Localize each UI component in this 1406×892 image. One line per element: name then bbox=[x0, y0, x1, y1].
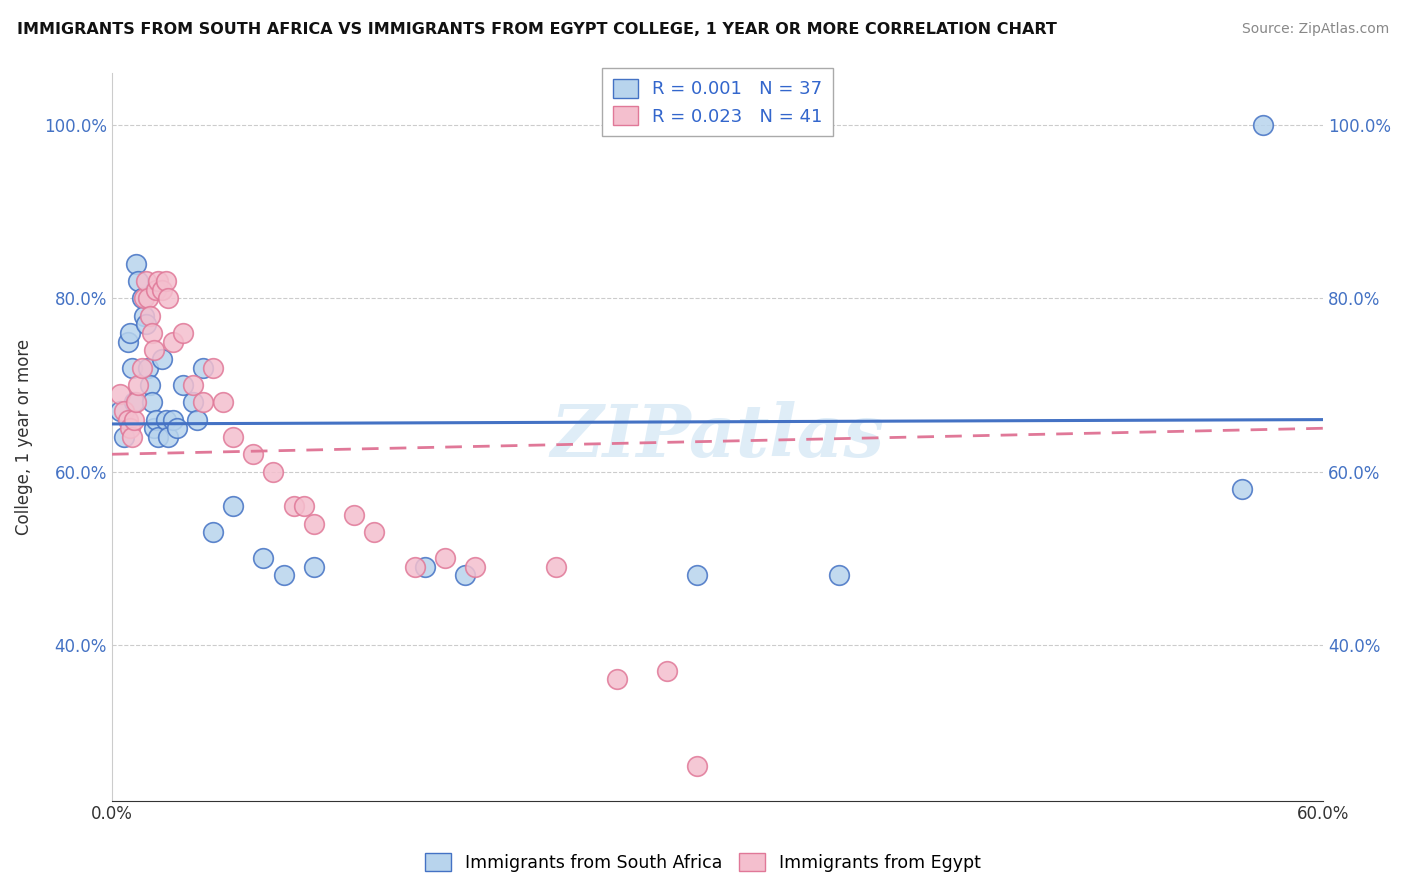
Point bbox=[302, 516, 325, 531]
Point bbox=[157, 430, 180, 444]
Point bbox=[121, 360, 143, 375]
Text: Source: ZipAtlas.com: Source: ZipAtlas.com bbox=[1241, 22, 1389, 37]
Point bbox=[827, 568, 849, 582]
Point bbox=[122, 395, 145, 409]
Point bbox=[172, 378, 194, 392]
Y-axis label: College, 1 year or more: College, 1 year or more bbox=[15, 339, 32, 535]
Point bbox=[108, 404, 131, 418]
Point bbox=[122, 412, 145, 426]
Point bbox=[343, 508, 366, 522]
Point bbox=[181, 395, 204, 409]
Point bbox=[606, 673, 628, 687]
Point bbox=[143, 421, 166, 435]
Point bbox=[108, 386, 131, 401]
Point bbox=[686, 568, 709, 582]
Text: ZIPatlas: ZIPatlas bbox=[551, 401, 884, 473]
Point bbox=[121, 430, 143, 444]
Point bbox=[222, 430, 245, 444]
Text: IMMIGRANTS FROM SOUTH AFRICA VS IMMIGRANTS FROM EGYPT COLLEGE, 1 YEAR OR MORE CO: IMMIGRANTS FROM SOUTH AFRICA VS IMMIGRAN… bbox=[17, 22, 1057, 37]
Point bbox=[143, 343, 166, 358]
Point bbox=[136, 291, 159, 305]
Point bbox=[157, 291, 180, 305]
Point bbox=[135, 318, 157, 332]
Point bbox=[162, 334, 184, 349]
Point bbox=[464, 559, 486, 574]
Point bbox=[252, 551, 274, 566]
Point bbox=[302, 559, 325, 574]
Point bbox=[155, 274, 177, 288]
Point bbox=[1251, 118, 1274, 132]
Point bbox=[404, 559, 426, 574]
Point bbox=[117, 412, 139, 426]
Point bbox=[363, 525, 385, 540]
Point bbox=[222, 499, 245, 513]
Point bbox=[148, 274, 170, 288]
Point bbox=[127, 274, 149, 288]
Point bbox=[212, 395, 235, 409]
Legend: R = 0.001   N = 37, R = 0.023   N = 41: R = 0.001 N = 37, R = 0.023 N = 41 bbox=[602, 68, 834, 136]
Point bbox=[242, 447, 264, 461]
Point bbox=[112, 404, 135, 418]
Point bbox=[131, 291, 153, 305]
Point bbox=[191, 360, 214, 375]
Point bbox=[155, 412, 177, 426]
Point bbox=[117, 334, 139, 349]
Point bbox=[136, 360, 159, 375]
Point bbox=[141, 326, 163, 340]
Point bbox=[125, 395, 148, 409]
Point bbox=[120, 326, 142, 340]
Point bbox=[201, 360, 224, 375]
Point bbox=[413, 559, 436, 574]
Point bbox=[181, 378, 204, 392]
Point bbox=[135, 274, 157, 288]
Point bbox=[145, 412, 167, 426]
Point bbox=[139, 378, 162, 392]
Point bbox=[127, 378, 149, 392]
Point bbox=[134, 309, 156, 323]
Point bbox=[166, 421, 188, 435]
Point bbox=[145, 283, 167, 297]
Point bbox=[544, 559, 567, 574]
Point bbox=[454, 568, 477, 582]
Point bbox=[191, 395, 214, 409]
Point bbox=[186, 412, 208, 426]
Point bbox=[655, 664, 678, 678]
Point bbox=[152, 351, 174, 366]
Point bbox=[148, 430, 170, 444]
Point bbox=[201, 525, 224, 540]
Point bbox=[131, 360, 153, 375]
Point bbox=[262, 465, 284, 479]
Legend: Immigrants from South Africa, Immigrants from Egypt: Immigrants from South Africa, Immigrants… bbox=[418, 847, 988, 879]
Point bbox=[152, 283, 174, 297]
Point bbox=[112, 430, 135, 444]
Point bbox=[139, 309, 162, 323]
Point bbox=[172, 326, 194, 340]
Point bbox=[434, 551, 457, 566]
Point bbox=[686, 759, 709, 773]
Point bbox=[125, 257, 148, 271]
Point bbox=[120, 421, 142, 435]
Point bbox=[1232, 482, 1254, 496]
Point bbox=[134, 291, 156, 305]
Point bbox=[283, 499, 305, 513]
Point bbox=[162, 412, 184, 426]
Point bbox=[141, 395, 163, 409]
Point bbox=[292, 499, 315, 513]
Point bbox=[273, 568, 295, 582]
